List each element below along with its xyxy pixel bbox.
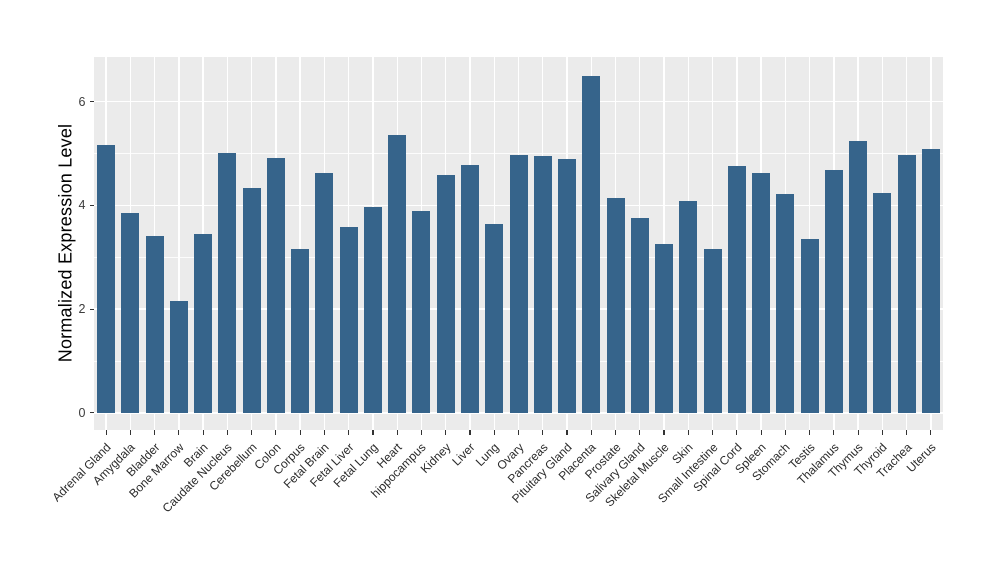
major-gridline [94, 412, 943, 414]
x-axis-tick [566, 430, 568, 435]
x-axis-tick [493, 430, 495, 435]
major-gridline [94, 100, 943, 103]
minor-gridline [94, 152, 943, 154]
chart-panel [94, 57, 943, 430]
vertical-gridline [663, 57, 665, 430]
x-axis-tick [178, 430, 180, 435]
x-axis-tick [590, 430, 592, 435]
bar [727, 165, 746, 413]
x-axis-tick [930, 430, 932, 435]
bar [460, 164, 479, 413]
x-axis-tick [760, 430, 762, 435]
y-axis-title: Normalized Expression Level [55, 123, 76, 363]
bar [509, 154, 528, 413]
x-axis-tick [736, 430, 738, 435]
bar [266, 157, 285, 413]
bar [655, 243, 674, 413]
bar [824, 170, 843, 413]
x-axis-tick [784, 430, 786, 435]
bar [849, 141, 868, 413]
bar [897, 155, 916, 413]
x-axis-tick [517, 430, 520, 435]
bar [412, 211, 431, 413]
bar [121, 212, 140, 413]
vertical-gridline [711, 57, 714, 430]
bar [679, 201, 698, 413]
bar [97, 145, 116, 413]
y-axis-tick [89, 101, 94, 103]
y-tick-label: 0 [78, 405, 86, 420]
bar [921, 149, 940, 413]
y-tick-label: 6 [78, 94, 86, 109]
bar [169, 300, 188, 413]
x-axis-tick [372, 430, 374, 435]
y-tick-label: 4 [78, 198, 86, 213]
x-axis-tick [154, 430, 156, 435]
x-axis-tick [881, 430, 883, 435]
y-axis-tick [89, 412, 94, 414]
x-axis-tick [275, 430, 277, 435]
bar [752, 172, 771, 413]
y-axis-tick [89, 308, 94, 310]
y-axis-tick [89, 204, 94, 206]
x-axis-tick [226, 430, 228, 435]
x-axis-tick [809, 430, 811, 435]
x-axis-tick [542, 430, 544, 435]
bar [218, 152, 237, 413]
x-axis-tick [299, 430, 301, 435]
vertical-gridline [299, 57, 301, 430]
bar [558, 159, 576, 413]
x-axis-tick [639, 430, 641, 435]
x-axis-tick [469, 430, 471, 435]
bar [533, 156, 552, 413]
x-axis-tick [663, 430, 665, 435]
x-axis-tick [857, 430, 859, 435]
bar [873, 192, 892, 413]
y-tick-label: 2 [78, 302, 86, 317]
bar [630, 217, 649, 413]
x-axis-tick [129, 430, 131, 435]
bar [776, 194, 795, 413]
x-axis-tick [348, 430, 350, 435]
bar [339, 226, 358, 413]
bar [194, 234, 213, 413]
bar [800, 238, 819, 413]
x-tick-label: Liver [449, 440, 478, 469]
x-axis-tick [687, 430, 689, 435]
bar [242, 188, 261, 413]
bar [145, 236, 164, 413]
bar [582, 75, 601, 413]
vertical-gridline [178, 57, 180, 430]
bar [315, 172, 334, 413]
bar [485, 223, 504, 413]
x-axis-tick [712, 430, 714, 435]
bar [436, 174, 455, 413]
x-axis-tick [323, 430, 325, 435]
x-axis-tick [396, 430, 398, 435]
x-axis-tick [251, 430, 253, 435]
bar [606, 198, 625, 413]
x-axis-tick [906, 430, 908, 435]
x-axis-tick [833, 430, 835, 435]
x-axis-tick [420, 430, 422, 435]
x-axis-tick [105, 430, 107, 435]
x-axis-tick [445, 430, 447, 435]
bar [388, 135, 407, 413]
bar [291, 249, 310, 413]
x-axis-tick [614, 430, 617, 435]
bar [703, 249, 722, 413]
bar [363, 207, 382, 413]
x-axis-tick [202, 430, 204, 435]
